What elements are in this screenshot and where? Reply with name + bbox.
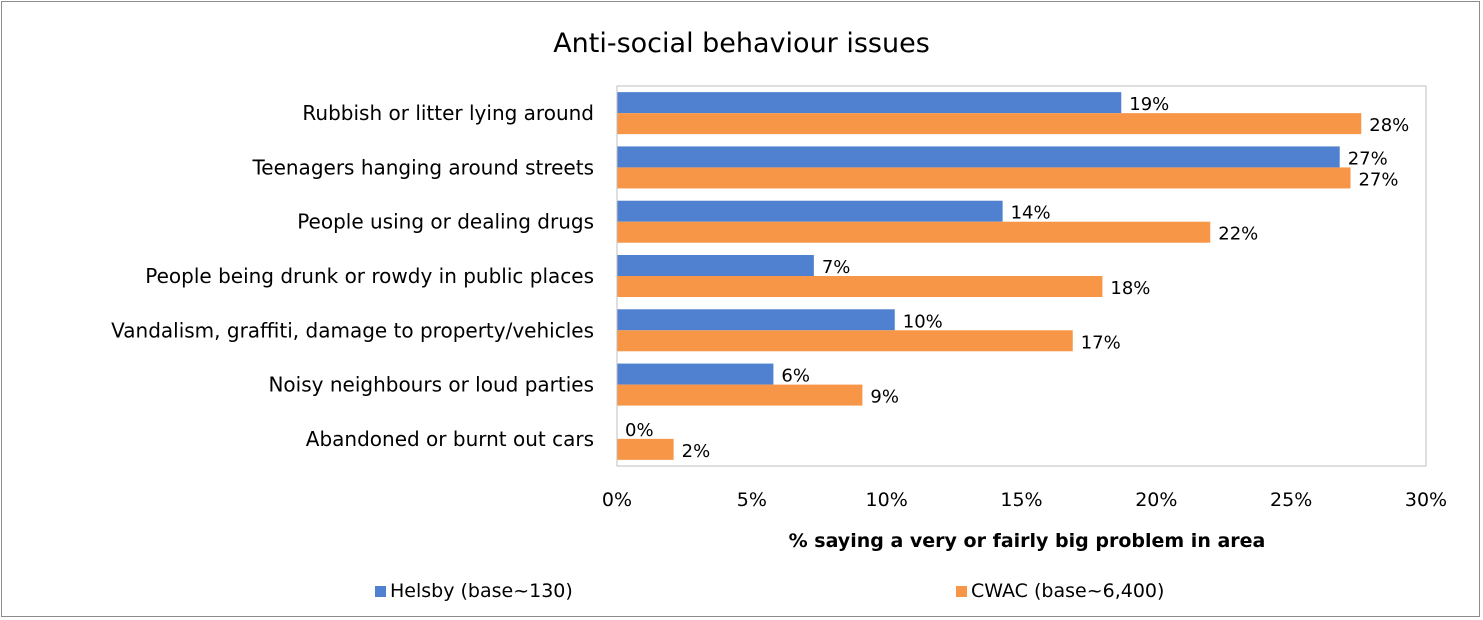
bar-cwac — [617, 113, 1362, 135]
chart-title: Anti-social behaviour issues — [553, 28, 930, 59]
x-axis-title: % saying a very or fairly big problem in… — [788, 530, 1266, 552]
bar-helsby — [617, 363, 774, 385]
bar-helsby — [617, 255, 814, 276]
data-label-helsby: 19% — [1129, 94, 1169, 115]
data-label-cwac: 17% — [1081, 332, 1121, 353]
bar-helsby — [617, 146, 1340, 168]
category-label: Abandoned or burnt out cars — [306, 427, 594, 451]
legend-label-helsby: Helsby (base~130) — [390, 580, 573, 602]
data-label-cwac: 18% — [1110, 278, 1150, 299]
category-label: Noisy neighbours or loud parties — [268, 373, 594, 397]
data-label-cwac: 27% — [1358, 169, 1398, 190]
legend-swatch-cwac — [956, 585, 967, 597]
bar-cwac — [617, 384, 863, 406]
x-tick-label: 0% — [602, 489, 632, 511]
data-label-helsby: 0% — [625, 420, 654, 441]
data-label-helsby: 7% — [822, 257, 851, 278]
bar-cwac — [617, 167, 1351, 189]
x-tick-label: 5% — [737, 489, 767, 511]
category-label: Vandalism, graffiti, damage to property/… — [111, 318, 594, 342]
bar-cwac — [617, 330, 1073, 352]
data-label-cwac: 2% — [682, 441, 711, 462]
legend-item-helsby: Helsby (base~130) — [375, 580, 573, 602]
legend-label-cwac: CWAC (base~6,400) — [971, 580, 1165, 602]
x-tick-label: 20% — [1135, 489, 1177, 511]
data-label-helsby: 27% — [1348, 148, 1388, 169]
x-tick-label: 10% — [866, 489, 908, 511]
data-label-helsby: 14% — [1011, 203, 1051, 224]
bar-helsby — [617, 309, 895, 331]
bar-cwac — [617, 221, 1211, 243]
bar-cwac — [617, 276, 1103, 297]
legend-item-cwac: CWAC (base~6,400) — [956, 580, 1164, 602]
category-label: Rubbish or litter lying around — [302, 101, 594, 125]
data-label-cwac: 9% — [870, 387, 899, 408]
x-tick-label: 30% — [1405, 489, 1447, 511]
bar-helsby — [617, 200, 1003, 222]
data-label-helsby: 6% — [781, 366, 810, 387]
category-label: Teenagers hanging around streets — [251, 155, 594, 179]
data-label-cwac: 28% — [1369, 115, 1409, 136]
x-tick-label: 25% — [1270, 489, 1312, 511]
bar-helsby — [617, 92, 1122, 114]
data-label-cwac: 22% — [1218, 224, 1258, 245]
data-label-helsby: 10% — [903, 311, 943, 332]
x-tick-label: 15% — [1000, 489, 1042, 511]
legend-swatch-helsby — [375, 585, 386, 597]
category-label: People using or dealing drugs — [297, 210, 594, 234]
category-label: People being drunk or rowdy in public pl… — [145, 264, 594, 288]
bar-cwac — [617, 438, 674, 460]
